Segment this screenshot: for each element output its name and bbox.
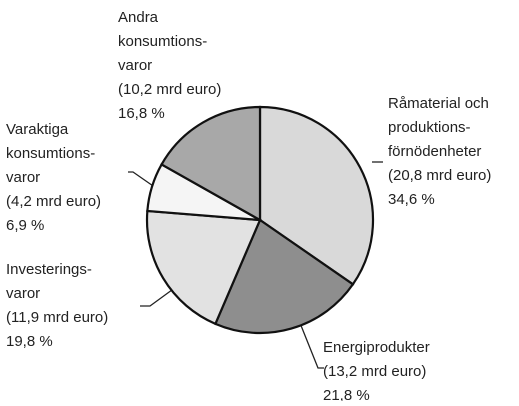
amount-label: (13,2 mrd euro)	[323, 363, 426, 380]
slice-label: Energiprodukter	[323, 339, 430, 356]
slice-label: varor	[6, 285, 40, 302]
slice-label: konsumtions-	[6, 145, 95, 162]
leader-line	[128, 171, 157, 189]
amount-label: (20,8 mrd euro)	[388, 167, 491, 184]
value-label: 16,8 %	[118, 105, 165, 122]
value-label: 19,8 %	[6, 333, 53, 350]
value-label: 34,6 %	[388, 191, 435, 208]
slice-label: Investerings-	[6, 261, 92, 278]
slice-label: förnödenheter	[388, 143, 481, 160]
amount-label: (10,2 mrd euro)	[118, 81, 221, 98]
amount-label: (11,9 mrd euro)	[6, 309, 108, 326]
slice-label: produktions-	[388, 119, 471, 136]
slice-label: Varaktiga	[6, 121, 69, 138]
slice-label: Råmaterial och	[388, 95, 489, 112]
value-label: 21,8 %	[323, 387, 370, 401]
slice-label: Andra	[118, 9, 159, 26]
slice-label: varor	[6, 169, 40, 186]
leader-line	[297, 317, 324, 369]
pie-slice	[213, 218, 355, 335]
pie-slice	[258, 105, 375, 286]
slice-label: varor	[118, 57, 152, 74]
amount-label: (4,2 mrd euro)	[6, 193, 101, 210]
leader-line	[140, 286, 177, 307]
value-label: 6,9 %	[6, 217, 44, 234]
slice-label: konsumtions-	[118, 33, 207, 50]
pie-slice	[160, 105, 262, 222]
pie-slice	[145, 209, 262, 326]
